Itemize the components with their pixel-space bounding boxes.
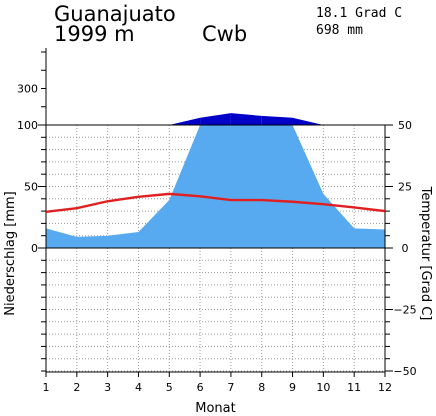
- month-label: 1: [43, 381, 50, 394]
- month-label: 9: [289, 381, 296, 394]
- precipitation-excess-segment: [169, 117, 201, 125]
- month-label: 8: [258, 381, 265, 394]
- climate-classification: Cwb: [202, 22, 248, 46]
- annual-mean-temperature: 18.1 Grad C: [316, 6, 403, 21]
- month-label: 10: [316, 381, 330, 394]
- right-tick-label: −25: [393, 304, 416, 317]
- right-tick-label: 0: [402, 242, 409, 255]
- right-tick-label: 50: [398, 119, 412, 132]
- annual-precipitation: 698 mm: [316, 23, 363, 38]
- axes: [38, 48, 393, 377]
- precipitation-excess-segment: [292, 117, 324, 125]
- left-axis-title: Niederschlag [mm]: [3, 191, 18, 316]
- right-tick-label: −50: [393, 365, 416, 378]
- month-label: 11: [347, 381, 361, 394]
- month-label: 5: [166, 381, 173, 394]
- precipitation-area: [46, 125, 385, 248]
- precipitation-excess-segment: [230, 113, 262, 125]
- month-label: 6: [197, 381, 204, 394]
- precipitation-areas: [46, 113, 385, 248]
- month-label: 4: [135, 381, 142, 394]
- station-name: Guanajuato: [54, 2, 176, 26]
- month-label: 12: [378, 381, 392, 394]
- station-elevation: 1999 m: [54, 22, 135, 46]
- month-label: 2: [73, 381, 80, 394]
- month-label: 7: [227, 381, 234, 394]
- temperature-line: [45, 192, 386, 214]
- precipitation-excess-segment: [261, 115, 293, 125]
- temperature-curve: [45, 192, 386, 214]
- right-tick-label: 25: [398, 181, 412, 194]
- left-tick-label: 0: [31, 242, 38, 255]
- right-axis-title: Temperatur [Grad C]: [418, 186, 433, 321]
- left-tick-label: 300: [17, 83, 38, 96]
- month-label: 3: [104, 381, 111, 394]
- left-tick-label: 50: [24, 181, 38, 194]
- left-tick-label: 100: [17, 119, 38, 132]
- x-axis-title: Monat: [195, 401, 235, 416]
- precipitation-excess-segment: [200, 113, 231, 125]
